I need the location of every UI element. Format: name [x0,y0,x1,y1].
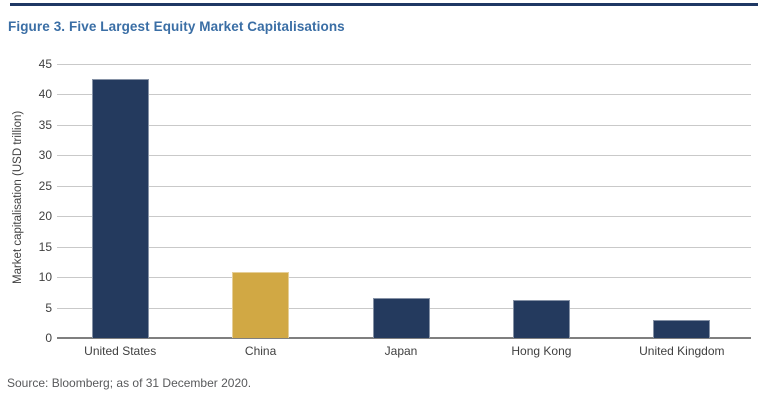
bar-slot [612,64,752,338]
bar-japan [372,297,430,338]
x-tick-label: Japan [384,344,418,358]
bar-united-states [91,79,149,338]
bar-united-kingdom [653,319,711,338]
x-tick-label: China [244,344,277,358]
y-tick-label: 20 [38,209,52,224]
bar-hong-kong [512,299,570,338]
y-tick-label: 30 [38,148,52,163]
y-tick-label: 10 [38,270,52,285]
y-tick-label: 40 [38,87,52,102]
bar-slot [471,64,611,338]
bars-row [50,64,752,338]
gridline [57,94,751,96]
gridline [57,124,751,126]
y-tick-label: 15 [38,239,52,254]
x-axis-line [57,337,751,339]
gridline [57,216,751,218]
gridline [57,64,751,65]
source-note: Source: Bloomberg; as of 31 December 202… [7,376,252,390]
gridline [57,246,751,248]
gridline [57,185,751,187]
bar-slot [50,64,190,338]
y-axis-ticks: 0 5 10 15 20 25 30 35 40 45 [0,57,52,345]
top-rule [10,3,758,6]
gridline [57,155,751,157]
y-tick-label: 25 [38,178,52,193]
x-tick-label: United Kingdom [639,344,725,358]
y-tick-label: 45 [38,57,52,71]
figure-title: Figure 3. Five Largest Equity Market Cap… [8,19,345,34]
x-tick-label: Hong Kong [511,344,572,358]
y-tick-label: 5 [45,300,52,315]
y-tick-label: 35 [38,117,52,132]
bar-slot [331,64,471,338]
x-tick-label: United States [84,344,157,358]
y-tick-label: 0 [45,331,52,345]
bar-slot [190,64,330,338]
bar-china [232,271,290,338]
gridline [57,277,751,279]
x-axis-labels: United States China Japan Hong Kong United K… [50,344,752,358]
